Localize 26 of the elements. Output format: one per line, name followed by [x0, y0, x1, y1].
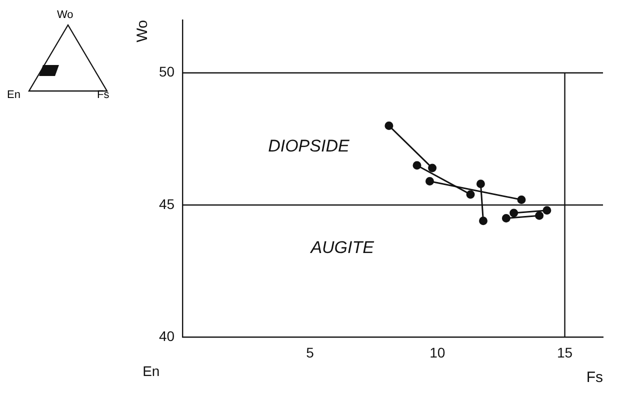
point — [535, 211, 544, 220]
annotation: AUGITE — [310, 238, 375, 258]
x-tick-label: 5 — [306, 344, 314, 360]
x-tick-label: 15 — [556, 344, 573, 360]
point — [384, 121, 394, 130]
point — [517, 195, 526, 204]
text: Wo — [57, 9, 74, 21]
text: En — [142, 363, 160, 380]
text: Fs — [97, 89, 110, 101]
y-tick-label: 50 — [158, 64, 175, 80]
point — [425, 176, 434, 186]
point — [542, 206, 552, 215]
y-axis-title: Wo — [134, 20, 152, 42]
x-axis-title: Fs — [586, 369, 603, 386]
point — [428, 164, 437, 172]
y-tick-label: 40 — [158, 328, 175, 344]
point — [466, 190, 475, 199]
point — [412, 161, 422, 170]
y-tick-label: 45 — [158, 196, 175, 212]
annotation: DIOPSIDE — [268, 136, 350, 156]
text: En — [7, 89, 20, 101]
x-tick-label: 10 — [430, 344, 446, 360]
point — [502, 214, 510, 222]
point — [478, 216, 488, 226]
point — [510, 208, 518, 218]
point — [476, 180, 485, 188]
